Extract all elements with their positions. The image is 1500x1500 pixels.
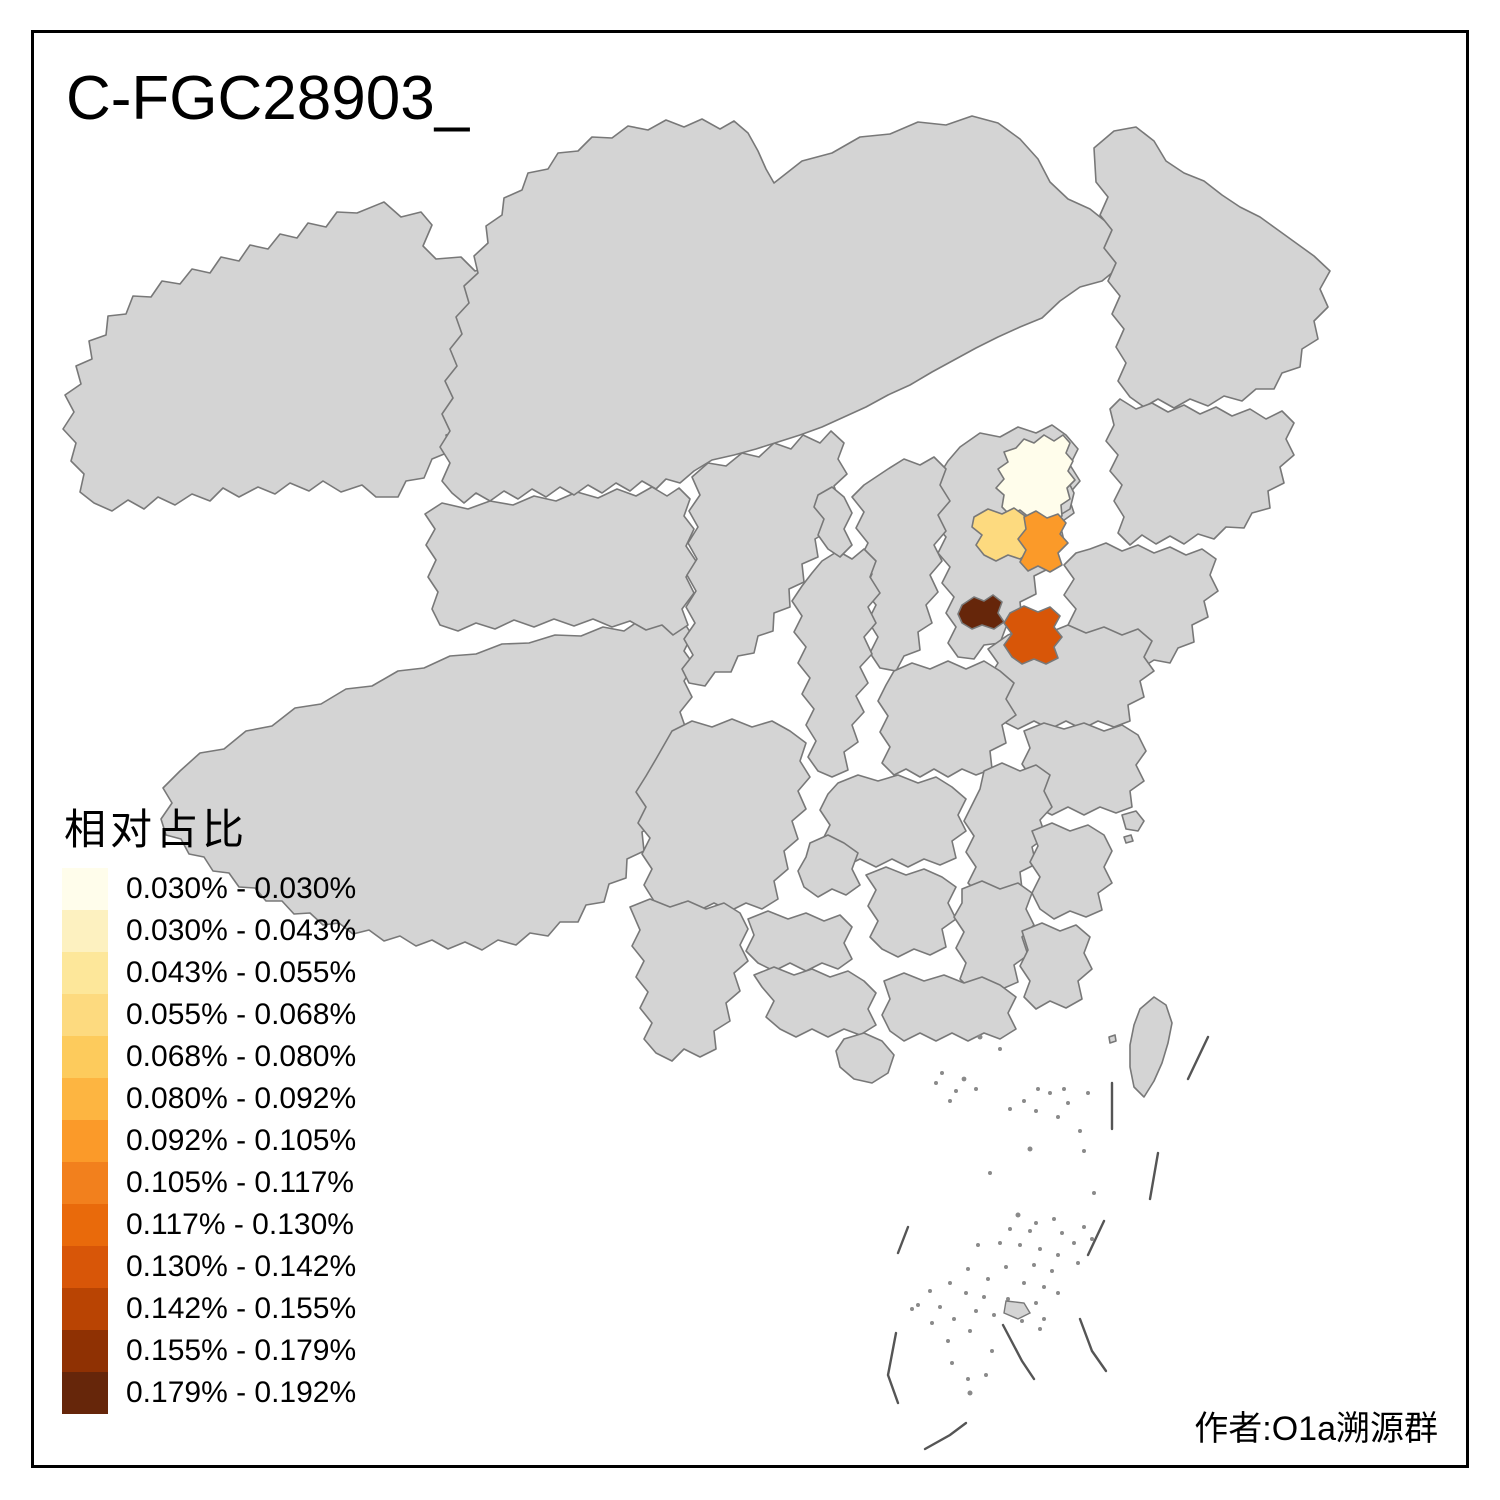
legend: 相对占比 0.030% - 0.030% 0.030% - 0.043% 0.0… [62,806,462,1415]
province-shaanxi[interactable] [791,548,881,778]
map-svg [62,115,1331,1451]
province-qinghai[interactable] [424,486,697,636]
province-yunnan[interactable] [629,898,749,1062]
legend-label-6: 0.092% - 0.105% [126,1124,357,1158]
legend-item[interactable]: 0.130% - 0.142% [62,1246,462,1289]
legend-label-10: 0.142% - 0.155% [126,1292,357,1326]
province-chongqing[interactable] [797,834,861,898]
legend-swatch-3 [62,994,108,1037]
province-hunan[interactable] [865,866,957,958]
legend-label-7: 0.105% - 0.117% [126,1166,354,1200]
legend-swatch-12 [62,1372,108,1415]
legend-swatch-2 [62,952,108,995]
province-gansu[interactable] [681,430,848,687]
province-guizhou[interactable] [745,910,853,972]
province-hainan[interactable] [835,1032,895,1084]
legend-swatch-11 [62,1330,108,1373]
legend-item[interactable]: 0.043% - 0.055% [62,952,462,995]
legend-title: 相对占比 [64,806,249,853]
legend-swatch-9 [62,1246,108,1289]
legend-item[interactable]: 0.080% - 0.092% [62,1078,462,1121]
province-jiangxi[interactable] [953,880,1035,992]
map-base-layer [62,115,1331,1098]
legend-label-5: 0.080% - 0.092% [126,1082,357,1116]
province-guangxi[interactable] [753,966,877,1038]
legend-item[interactable]: 0.155% - 0.179% [62,1330,462,1373]
legend-swatch-10 [62,1288,108,1331]
province-shanghai[interactable] [1121,810,1145,832]
province-zhejiang[interactable] [1029,822,1113,920]
legend-label-4: 0.068% - 0.080% [126,1040,357,1074]
legend-label-8: 0.117% - 0.130% [126,1208,354,1242]
legend-item[interactable]: 0.068% - 0.080% [62,1036,462,1079]
legend-item[interactable]: 0.030% - 0.030% [62,868,462,911]
province-xizang[interactable] [160,614,695,951]
legend-label-1: 0.030% - 0.043% [126,914,357,948]
legend-swatch-4 [62,1036,108,1079]
legend-label-2: 0.043% - 0.055% [126,956,357,990]
province-fujian[interactable] [1019,922,1093,1010]
legend-swatch-7 [62,1162,108,1205]
legend-swatch-5 [62,1078,108,1121]
china-choropleth-map [32,31,1468,1467]
legend-item[interactable]: 0.117% - 0.130% [62,1204,462,1247]
province-shanxi[interactable] [851,456,951,672]
map-highlight-layer [957,434,1076,665]
legend-label-0: 0.030% - 0.030% [126,872,357,906]
legend-item[interactable]: 0.030% - 0.043% [62,910,462,953]
region-henan-north[interactable] [1003,605,1063,665]
legend-swatch-6 [62,1120,108,1163]
province-ningxia[interactable] [813,486,853,558]
island-penghu [1108,1034,1117,1044]
legend-label-9: 0.130% - 0.142% [126,1250,357,1284]
legend-item[interactable]: 0.105% - 0.117% [62,1162,462,1205]
province-sichuan[interactable] [635,718,811,912]
island-zhoushan [1123,834,1134,844]
legend-swatch-1 [62,910,108,953]
legend-item[interactable]: 0.092% - 0.105% [62,1120,462,1163]
south-china-sea-islets [910,1034,1096,1396]
legend-item[interactable]: 0.055% - 0.068% [62,994,462,1037]
province-jilin[interactable] [1105,398,1295,546]
province-taiwan[interactable] [1129,996,1173,1098]
province-guangdong[interactable] [881,972,1017,1042]
legend-swatch-8 [62,1204,108,1247]
region-hebei-central[interactable] [1017,510,1069,573]
south-china-sea-boundary [886,1035,1210,1451]
author-credit: 作者:O1a溯源群 [1194,1410,1438,1448]
province-heilongjiang[interactable] [1093,126,1331,409]
legend-label-3: 0.055% - 0.068% [126,998,357,1032]
page-title: C-FGC28903_ [66,64,470,133]
province-henan[interactable] [877,660,1017,778]
legend-label-11: 0.155% - 0.179% [126,1334,357,1368]
legend-item[interactable]: 0.142% - 0.155% [62,1288,462,1331]
legend-label-12: 0.179% - 0.192% [126,1376,357,1410]
legend-swatch-0 [62,868,108,911]
legend-item[interactable]: 0.179% - 0.192% [62,1372,462,1415]
